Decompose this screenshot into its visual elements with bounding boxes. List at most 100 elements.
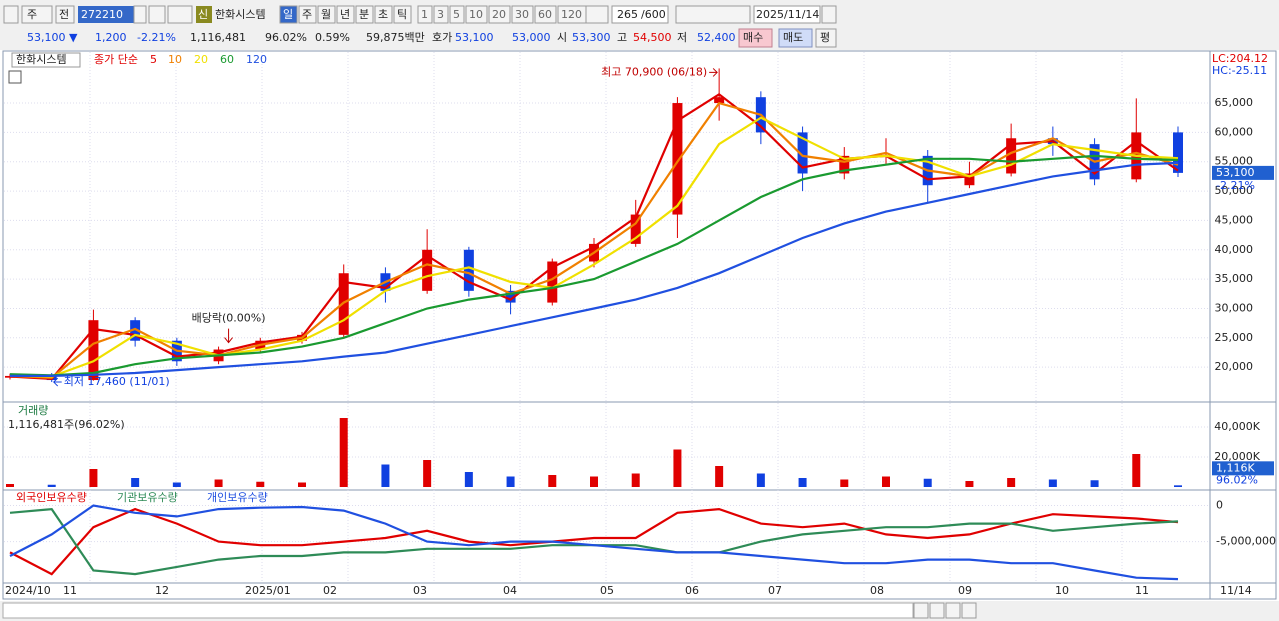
new-badge-bg[interactable]: [196, 6, 212, 23]
interval-button[interactable]: [449, 5, 465, 24]
candle-body: [1173, 132, 1183, 173]
scroll-button[interactable]: [913, 602, 929, 619]
tool-icons[interactable]: [675, 5, 751, 24]
volume-bar: [715, 466, 724, 487]
volume-bar: [89, 469, 98, 487]
interval-button[interactable]: [557, 5, 587, 24]
x-tick-label: 11: [1135, 584, 1149, 597]
volume-bar: [756, 473, 765, 487]
code-input[interactable]: [78, 6, 134, 23]
date-input[interactable]: [753, 5, 821, 24]
last-volume: 1,116K: [1216, 461, 1255, 474]
chart-frame: [2, 50, 1277, 600]
high: 54,500: [633, 31, 672, 44]
period-button[interactable]: [317, 5, 336, 24]
period-button[interactable]: [336, 5, 355, 24]
x-tick-label: 04: [503, 584, 517, 597]
volume-bar: [631, 473, 640, 487]
x-tick-label: 10: [1055, 584, 1069, 597]
change: 1,200: [95, 31, 127, 44]
period: 년: [340, 8, 350, 21]
y-tick-label: -5,000,000: [1216, 535, 1276, 548]
legend-entry: 120: [246, 53, 267, 66]
volume-bar: [965, 481, 974, 487]
calendar[interactable]: [821, 5, 837, 24]
interval: 120: [561, 8, 582, 21]
y-tick-label: 50,000: [1215, 184, 1254, 197]
x-tick-label: 07: [768, 584, 782, 597]
interval-button[interactable]: [488, 5, 511, 24]
y-tick-label: 35,000: [1215, 272, 1254, 285]
y-tick-label: 20,000: [1215, 360, 1254, 373]
last-volume-box: [1212, 461, 1274, 476]
period-button[interactable]: [374, 5, 393, 24]
candle-body: [714, 97, 725, 104]
icon[interactable]: [3, 5, 19, 24]
interval-button[interactable]: [534, 5, 557, 24]
legend-entry: 5: [150, 53, 157, 66]
scroll-button[interactable]: [929, 602, 945, 619]
low: 52,400: [697, 31, 736, 44]
sound[interactable]: [167, 5, 193, 24]
ask: 53,100: [455, 31, 494, 44]
y-tick-label: 65,000: [1215, 96, 1254, 109]
x-tick-label: 12: [155, 584, 169, 597]
volume-bar: [548, 475, 557, 487]
x-tick-label: 09: [958, 584, 972, 597]
volume-bar: [381, 464, 390, 487]
candle-body: [964, 173, 975, 186]
last-price-box: [1212, 165, 1274, 180]
scroll-button[interactable]: [945, 602, 961, 619]
legend-title: 한화시스템: [16, 53, 67, 66]
y-tick-label: 45,000: [1215, 213, 1254, 226]
sell-button[interactable]: [778, 28, 813, 48]
period-button[interactable]: [393, 5, 412, 24]
candle-body: [88, 320, 99, 381]
volume-bar: [214, 479, 223, 487]
period-button[interactable]: [355, 5, 374, 24]
volume-bar: [256, 481, 265, 487]
period-button[interactable]: [279, 5, 298, 24]
volume-bar: [923, 478, 932, 487]
search[interactable]: [148, 5, 166, 24]
volume-ratio: 96.02%: [265, 31, 307, 44]
interval: 20: [492, 8, 506, 21]
scope: 전: [59, 8, 69, 21]
period-button[interactable]: [298, 5, 317, 24]
ask-label: 호가: [432, 31, 452, 44]
count: 265: [617, 8, 638, 21]
pane-subtitle: 1,116,481주(96.02%): [8, 418, 125, 431]
frames: [2, 50, 1277, 600]
count-input[interactable]: [611, 5, 669, 24]
arrow: [53, 377, 62, 387]
x-tick-label: 08: [870, 584, 884, 597]
volume-bar: [673, 449, 682, 487]
sell: 매도: [783, 31, 803, 44]
last-price: 53,100: [1216, 166, 1255, 179]
eval-button[interactable]: [815, 28, 837, 48]
interval-button[interactable]: [417, 5, 433, 24]
x-tick-label: 06: [685, 584, 699, 597]
interval-button[interactable]: [465, 5, 488, 24]
arrow: [709, 68, 718, 77]
table-icon[interactable]: [8, 70, 22, 84]
legend-entry: 외국인보유수량: [16, 491, 87, 504]
x-end-label: 11/14: [1220, 584, 1252, 597]
interval-button[interactable]: [433, 5, 449, 24]
volume-bar: [882, 476, 890, 487]
y-tick-label: 20,000K: [1214, 450, 1260, 463]
scroll-track[interactable]: [2, 602, 914, 619]
dropdown[interactable]: [21, 5, 53, 24]
button[interactable]: [55, 5, 75, 24]
scroll-button[interactable]: [961, 602, 977, 619]
x-tick-label: 03: [413, 584, 427, 597]
dropdown-arrow[interactable]: [133, 5, 147, 24]
interval-button[interactable]: [511, 5, 534, 24]
volume-bar: [590, 476, 598, 487]
buy-button[interactable]: [738, 28, 773, 48]
open-label: 시: [557, 31, 567, 44]
interval: 10: [469, 8, 483, 21]
candle-body: [839, 155, 850, 174]
period: 초: [378, 8, 388, 21]
